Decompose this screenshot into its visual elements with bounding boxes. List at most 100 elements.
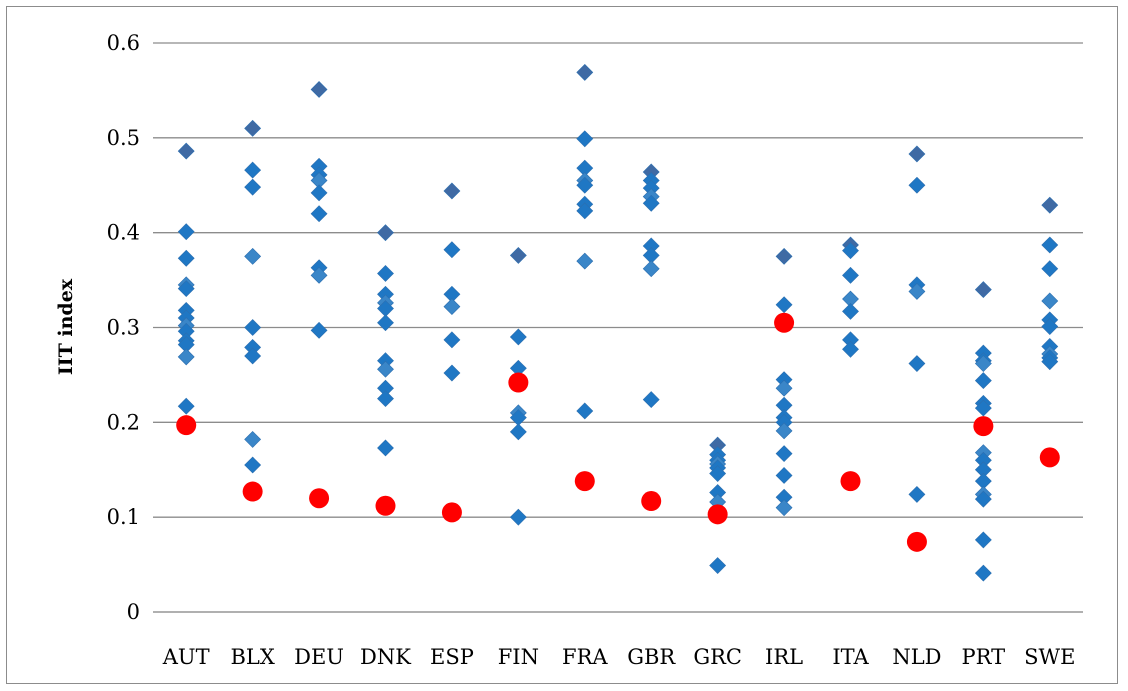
circle-point [1039, 447, 1060, 468]
diamond-point [377, 360, 394, 378]
diamond-point [310, 266, 328, 284]
circle-point [574, 471, 595, 492]
y-tick-label: 0.3 [107, 316, 140, 340]
diamond-point [775, 467, 793, 484]
diamond-point [642, 391, 660, 408]
x-tick-label: IRL [765, 645, 803, 669]
x-tick-label: ESP [430, 645, 474, 669]
diamond-point [576, 402, 594, 420]
circle-point [973, 416, 994, 437]
circle-point [375, 495, 396, 516]
diamond-point [177, 348, 195, 366]
diamond-point [177, 223, 195, 241]
diamond-point [974, 564, 992, 582]
diamond-point [244, 319, 262, 336]
diamond-point [1041, 292, 1059, 310]
diamond-point [177, 142, 195, 160]
x-tick-label: DNK [360, 645, 411, 669]
circle-point [309, 488, 330, 509]
diamond-point [177, 249, 195, 267]
diamond-point [709, 465, 727, 482]
diamond-point [908, 355, 926, 372]
diamond-point [775, 379, 793, 397]
x-tick-label: PRT [962, 645, 1006, 669]
circle-point [641, 491, 662, 512]
diamond-point [974, 490, 992, 508]
diamond-point [244, 430, 262, 448]
diamond-point [908, 283, 926, 300]
x-tick-label: BLX [230, 645, 274, 669]
x-tick-label: FRA [562, 645, 608, 669]
diamond-point [244, 347, 262, 365]
diamond-point [377, 314, 394, 332]
circle-point [774, 312, 795, 333]
circle-point [840, 471, 861, 492]
diamond-point [908, 176, 926, 194]
diamond-point [377, 439, 394, 457]
x-tick-labels: AUT BLX DEU DNK ESP FIN FRA GBR GRC IRL ITA NLD PRT S… [162, 645, 1076, 669]
diamond-point [709, 557, 727, 574]
y-tick-label: 0.2 [107, 410, 140, 434]
diamond-point [842, 340, 859, 358]
gridlines [153, 42, 1083, 613]
diamond-point [775, 499, 793, 517]
diamond-point [310, 205, 328, 223]
diamond-point [443, 182, 461, 200]
diamond-point [576, 252, 594, 270]
diamond-point [1041, 318, 1059, 335]
diamond-point [1041, 260, 1059, 278]
diamond-point [509, 247, 527, 264]
diamond-point [244, 456, 262, 474]
diamond-point [377, 224, 394, 242]
diamond-point [443, 298, 461, 316]
diamond-point [244, 178, 262, 196]
x-tick-label: GRC [693, 645, 742, 669]
diamond-point [974, 355, 992, 372]
circle-point [707, 504, 728, 525]
diamond-point [377, 390, 394, 408]
diamond-point [576, 63, 594, 81]
circle-point [441, 502, 462, 523]
diamond-point [974, 372, 992, 390]
diamond-point [576, 202, 594, 220]
circle-point [906, 531, 927, 552]
y-tick-label: 0.1 [107, 505, 140, 529]
diamond-point [244, 119, 262, 137]
diamond-point [509, 328, 527, 346]
diamond-point [1041, 353, 1059, 371]
diamond-point [576, 176, 594, 194]
diamond-point [443, 241, 461, 259]
diamond-point [177, 280, 195, 298]
circle-point [176, 415, 197, 436]
x-tick-label: AUT [162, 645, 210, 669]
x-tick-label: DEU [294, 645, 344, 669]
y-axis-label: IIT index [55, 278, 77, 375]
diamond-point [775, 247, 793, 265]
x-tick-label: NLD [892, 645, 941, 669]
diamond-point [443, 364, 461, 382]
diamond-point [244, 247, 262, 265]
circle-point [242, 481, 263, 502]
diamond-point [1041, 236, 1059, 254]
diamond-point [1041, 196, 1059, 214]
data-points [176, 63, 1060, 582]
x-tick-label: ITA [832, 645, 869, 669]
y-tick-label: 0.5 [107, 126, 140, 150]
diamond-point [908, 485, 926, 503]
diamond-point [908, 145, 926, 163]
y-tick-label: 0.4 [107, 221, 140, 245]
diamond-point [974, 281, 992, 298]
diamond-point [310, 184, 328, 202]
diamond-point [974, 399, 992, 417]
diamond-point [177, 397, 195, 415]
diamond-point [509, 508, 527, 526]
diamond-point [974, 531, 992, 549]
diamond-point [775, 422, 793, 440]
y-tick-labels: 0 0.1 0.2 0.3 0.4 0.5 0.6 [107, 31, 140, 624]
diamond-point [642, 260, 660, 278]
diamond-point [244, 161, 262, 179]
diamond-point [377, 265, 394, 282]
y-tick-label: 0 [127, 600, 140, 624]
diamond-point [642, 194, 660, 212]
